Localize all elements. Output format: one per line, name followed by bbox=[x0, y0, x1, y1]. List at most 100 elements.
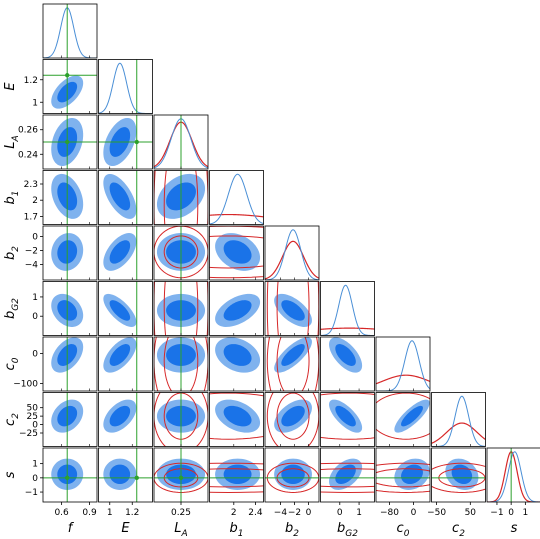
frame-6-6 bbox=[375, 336, 431, 392]
panel-8-4: −4 −2 0 bbox=[264, 447, 320, 518]
frame-0-0 bbox=[42, 3, 98, 59]
overlay-contour-7-2-0 bbox=[163, 392, 199, 440]
panel-7-2 bbox=[153, 392, 209, 447]
marginal-8 bbox=[487, 451, 540, 502]
panel-2-0: 0.24 0.26 bbox=[18, 114, 98, 170]
marginal-0 bbox=[43, 7, 97, 58]
contour-68-7-3 bbox=[223, 405, 252, 427]
contour-68-8-3 bbox=[223, 464, 252, 485]
panel-3-0: 1.7 2 2.3 bbox=[24, 170, 98, 225]
overlay-contour-8-6-1 bbox=[376, 462, 430, 493]
ytick-label-7-3: 50 bbox=[27, 404, 39, 414]
overlay-contour-8-5-0 bbox=[320, 468, 375, 488]
panel-6-0: −100 0 bbox=[13, 336, 98, 392]
ytick-label-4-0: −4 bbox=[25, 261, 39, 271]
contour-68-7-1 bbox=[109, 405, 131, 427]
frame-6-0 bbox=[42, 336, 98, 392]
panel-6-4 bbox=[264, 336, 320, 392]
ylabel-4: b2 bbox=[3, 246, 21, 260]
xtick-label-1-0: 1 bbox=[107, 508, 113, 518]
contour-68-7-6 bbox=[401, 405, 423, 427]
xtick-label-6-0: −80 bbox=[380, 508, 399, 518]
panel-5-2 bbox=[153, 281, 209, 336]
frame-8-1 bbox=[98, 447, 153, 503]
panel-6-3 bbox=[209, 336, 264, 392]
ylabel-3: b1 bbox=[3, 191, 21, 205]
panel-7-1 bbox=[98, 392, 153, 447]
frame-8-7 bbox=[431, 447, 486, 503]
panel-8-7: −50 50 bbox=[427, 447, 486, 518]
xlabel-3: b1 bbox=[230, 521, 244, 539]
panel-2-2 bbox=[153, 114, 209, 170]
panel-1-0: 11.2 bbox=[24, 59, 98, 114]
ytick-label-5-0: 0 bbox=[32, 312, 38, 322]
frame-5-4 bbox=[264, 281, 320, 336]
xtick-label-8-2: 1 bbox=[523, 508, 529, 518]
xtick-label-8-0: −1 bbox=[490, 508, 503, 518]
xtick-label-4-1: −2 bbox=[288, 508, 301, 518]
overlay-contour-8-7-1 bbox=[431, 462, 486, 493]
xlabel-2: LA bbox=[174, 521, 187, 539]
overlay-contour-7-2-1 bbox=[154, 392, 208, 447]
overlay-contour-6-4-1 bbox=[266, 337, 319, 391]
panel-7-6 bbox=[375, 392, 431, 447]
frame-7-3 bbox=[209, 392, 264, 447]
marginal-3 bbox=[209, 173, 264, 225]
panel-6-6 bbox=[375, 336, 431, 392]
panel-4-3 bbox=[209, 225, 264, 281]
panel-6-5 bbox=[320, 336, 375, 392]
ytick-label-6-0: −100 bbox=[13, 380, 38, 390]
frame-5-1 bbox=[98, 281, 153, 336]
overlay-contour-5-2-0 bbox=[163, 281, 199, 336]
overlay-contour-6-2-0 bbox=[163, 337, 199, 391]
ytick-label-2-0: 0.24 bbox=[18, 150, 38, 160]
overlay-contour-7-5-0 bbox=[320, 392, 375, 440]
panel-8-0: −1 0 1 0.6 0.9 bbox=[25, 447, 98, 518]
xtick-label-4-2: 0 bbox=[306, 508, 312, 518]
panel-3-1 bbox=[98, 170, 153, 225]
ytick-label-3-2: 2.3 bbox=[24, 180, 38, 190]
ytick-label-2-1: 0.26 bbox=[18, 126, 38, 136]
overlay-contour-8-4-0 bbox=[276, 468, 310, 488]
panel-5-1 bbox=[98, 281, 153, 336]
xtick-label-3-0: 2 bbox=[231, 508, 237, 518]
frame-5-5 bbox=[320, 281, 375, 336]
ytick-label-6-1: 0 bbox=[32, 350, 38, 360]
frame-8-8 bbox=[486, 447, 540, 503]
ylabel-2: LA bbox=[3, 135, 21, 148]
overlay-contour-8-6-0 bbox=[376, 468, 430, 488]
xtick-label-4-0: −4 bbox=[274, 508, 288, 518]
ytick-label-4-1: −2 bbox=[25, 247, 38, 257]
overlay-contour-7-4-1 bbox=[266, 392, 319, 447]
panel-6-2 bbox=[153, 336, 209, 392]
contour-68-5-1 bbox=[109, 300, 131, 321]
overlay-contour-6-4-0 bbox=[276, 337, 310, 391]
xtick-label-5-1: 1 bbox=[356, 508, 362, 518]
panel-2-1 bbox=[98, 114, 153, 170]
frame-1-1 bbox=[98, 59, 153, 114]
frame-4-1 bbox=[98, 225, 153, 281]
contour-68-3-1 bbox=[109, 182, 131, 211]
ytick-label-3-1: 2 bbox=[32, 196, 38, 206]
truth-point-2-0 bbox=[65, 139, 70, 145]
contour-68-8-4 bbox=[281, 464, 305, 485]
panel-1-1 bbox=[98, 59, 153, 114]
ytick-label-7-1: 0 bbox=[32, 421, 38, 431]
contour-68-5-3 bbox=[223, 300, 252, 321]
xtick-label-0-1: 0.9 bbox=[82, 508, 97, 518]
panel-7-7 bbox=[431, 392, 486, 447]
truth-point-8-1 bbox=[134, 475, 139, 481]
panel-7-5 bbox=[320, 392, 375, 447]
frame-6-5 bbox=[320, 336, 375, 392]
frame-7-7 bbox=[431, 392, 486, 447]
ytick-label-1-1: 1.2 bbox=[24, 76, 38, 86]
contour-68-8-5 bbox=[335, 464, 356, 484]
ytick-label-4-2: 0 bbox=[32, 233, 38, 243]
contour-68-4-3 bbox=[223, 240, 252, 264]
contour-68-6-4 bbox=[281, 344, 305, 366]
overlay-contour-8-2-1 bbox=[154, 462, 208, 493]
xtick-label-3-1: 2.4 bbox=[248, 508, 263, 518]
ylabel-6: c0 bbox=[3, 357, 21, 370]
